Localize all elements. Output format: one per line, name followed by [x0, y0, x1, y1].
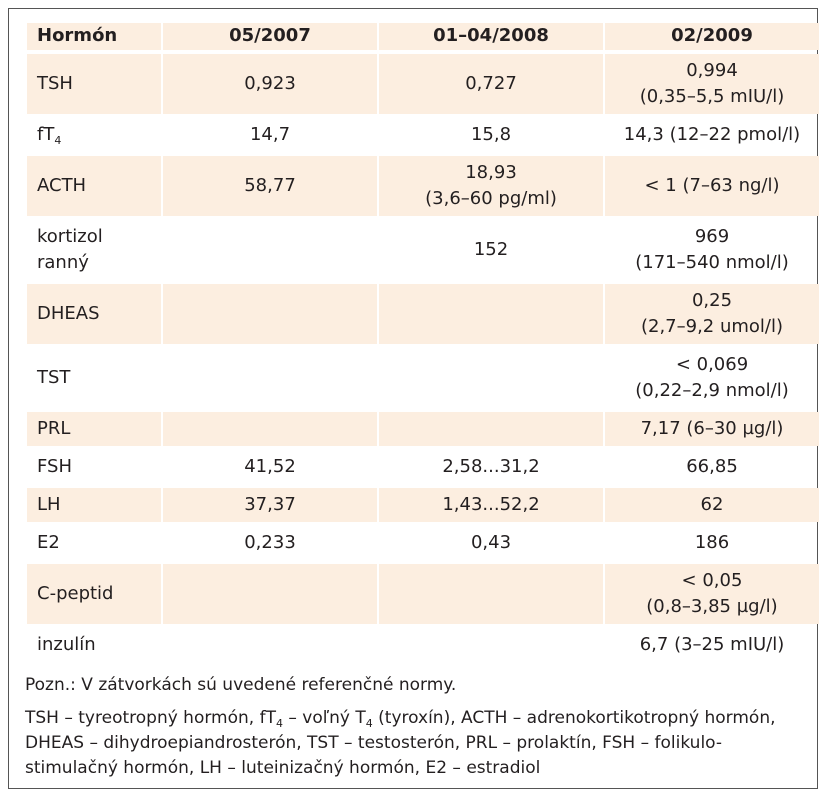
- cell-2008: 18,93 (3,6–60 pg/ml): [379, 156, 603, 216]
- table-row: LH 37,37 1,43...52,2 62: [27, 488, 819, 522]
- row-label: fT4: [37, 124, 62, 147]
- table-row: PRL 7,17 (6–30 µg/l): [27, 412, 819, 446]
- row-label: E2: [37, 532, 60, 553]
- table-row: C-peptid < 0,05 (0,8–3,85 µg/l): [27, 564, 819, 624]
- cell-2008: [379, 284, 603, 344]
- table-notes: Pozn.: V zátvorkách sú uvedené referenčn…: [25, 673, 810, 781]
- header-2007: 05/2007: [163, 23, 377, 50]
- table-row: fT4 14,7 15,8 14,3 (12–22 pmol/l): [27, 118, 819, 152]
- cell-2009: < 0,05 (0,8–3,85 µg/l): [605, 564, 819, 624]
- row-label: FSH: [37, 456, 72, 477]
- hormone-table: Hormón 05/2007 01–04/2008 02/2009 TSH 0,…: [25, 19, 821, 666]
- cell-2007: 0,923: [163, 54, 377, 114]
- cell-2009: 66,85: [686, 456, 738, 477]
- cell-2007: 14,7: [249, 124, 291, 145]
- row-label: DHEAS: [27, 284, 161, 344]
- cell-2007: [163, 348, 377, 408]
- row-label: TSH: [27, 54, 161, 114]
- table-row: inzulín 6,7 (3–25 mIU/l): [27, 628, 819, 662]
- cell-2007: [163, 284, 377, 344]
- header-2009: 02/2009: [605, 23, 819, 50]
- cell-2007: [163, 412, 377, 446]
- cell-2009: 6,7 (3–25 mIU/l): [639, 634, 785, 655]
- cell-2009: 0,994 (0,35–5,5 mIU/l): [605, 54, 819, 114]
- cell-2008: [379, 412, 603, 446]
- row-label: TST: [37, 367, 71, 388]
- table-frame: Hormón 05/2007 01–04/2008 02/2009 TSH 0,…: [8, 8, 821, 789]
- cell-2007: 41,52: [244, 456, 296, 477]
- cell-2007: [163, 628, 377, 662]
- cell-2007: [163, 564, 377, 624]
- cell-2009: 62: [605, 488, 819, 522]
- table-row: FSH 41,52 2,58...31,2 66,85: [27, 450, 819, 484]
- row-label: ACTH: [27, 156, 161, 216]
- row-label: PRL: [27, 412, 161, 446]
- cell-2008: [379, 348, 603, 408]
- cell-2008: 2,58...31,2: [442, 456, 540, 477]
- cell-2008: 152: [473, 239, 509, 260]
- cell-2007: [163, 220, 377, 280]
- header-2008: 01–04/2008: [379, 23, 603, 50]
- cell-2008: [379, 564, 603, 624]
- cell-2008: 0,727: [379, 54, 603, 114]
- cell-2008: [379, 628, 603, 662]
- cell-2009: 0,25 (2,7–9,2 umol/l): [605, 284, 819, 344]
- row-label: kortizol ranný: [37, 226, 103, 273]
- abbreviation-legend: TSH – tyreotropný hormón, fT4 – voľný T4…: [25, 708, 776, 778]
- cell-2009: 969 (171–540 nmol/l): [635, 226, 789, 273]
- table-row: kortizol ranný 152 969 (171–540 nmol/l): [27, 220, 819, 280]
- reference-note: Pozn.: V zátvorkách sú uvedené referenčn…: [25, 675, 457, 695]
- cell-2007: 0,233: [244, 532, 296, 553]
- cell-2009: 14,3 (12–22 pmol/l): [623, 124, 801, 145]
- cell-2008: 0,43: [470, 532, 512, 553]
- row-label: inzulín: [37, 634, 96, 655]
- cell-2007: 37,37: [163, 488, 377, 522]
- row-label: LH: [27, 488, 161, 522]
- table-row: DHEAS 0,25 (2,7–9,2 umol/l): [27, 284, 819, 344]
- table-row: ACTH 58,77 18,93 (3,6–60 pg/ml) < 1 (7–63…: [27, 156, 819, 216]
- cell-2009: 186: [694, 532, 730, 553]
- cell-2009: 7,17 (6–30 µg/l): [605, 412, 819, 446]
- table-row: TSH 0,923 0,727 0,994 (0,35–5,5 mIU/l): [27, 54, 819, 114]
- cell-2009: < 0,069 (0,22–2,9 nmol/l): [635, 354, 789, 401]
- cell-2008: 15,8: [470, 124, 512, 145]
- row-label: C-peptid: [27, 564, 161, 624]
- cell-2007: 58,77: [163, 156, 377, 216]
- cell-2008: 1,43...52,2: [379, 488, 603, 522]
- header-hormon: Hormón: [27, 23, 161, 50]
- table-header-row: Hormón 05/2007 01–04/2008 02/2009: [27, 23, 819, 50]
- cell-2009: < 1 (7–63 ng/l): [605, 156, 819, 216]
- table-row: E2 0,233 0,43 186: [27, 526, 819, 560]
- table-row: TST < 0,069 (0,22–2,9 nmol/l): [27, 348, 819, 408]
